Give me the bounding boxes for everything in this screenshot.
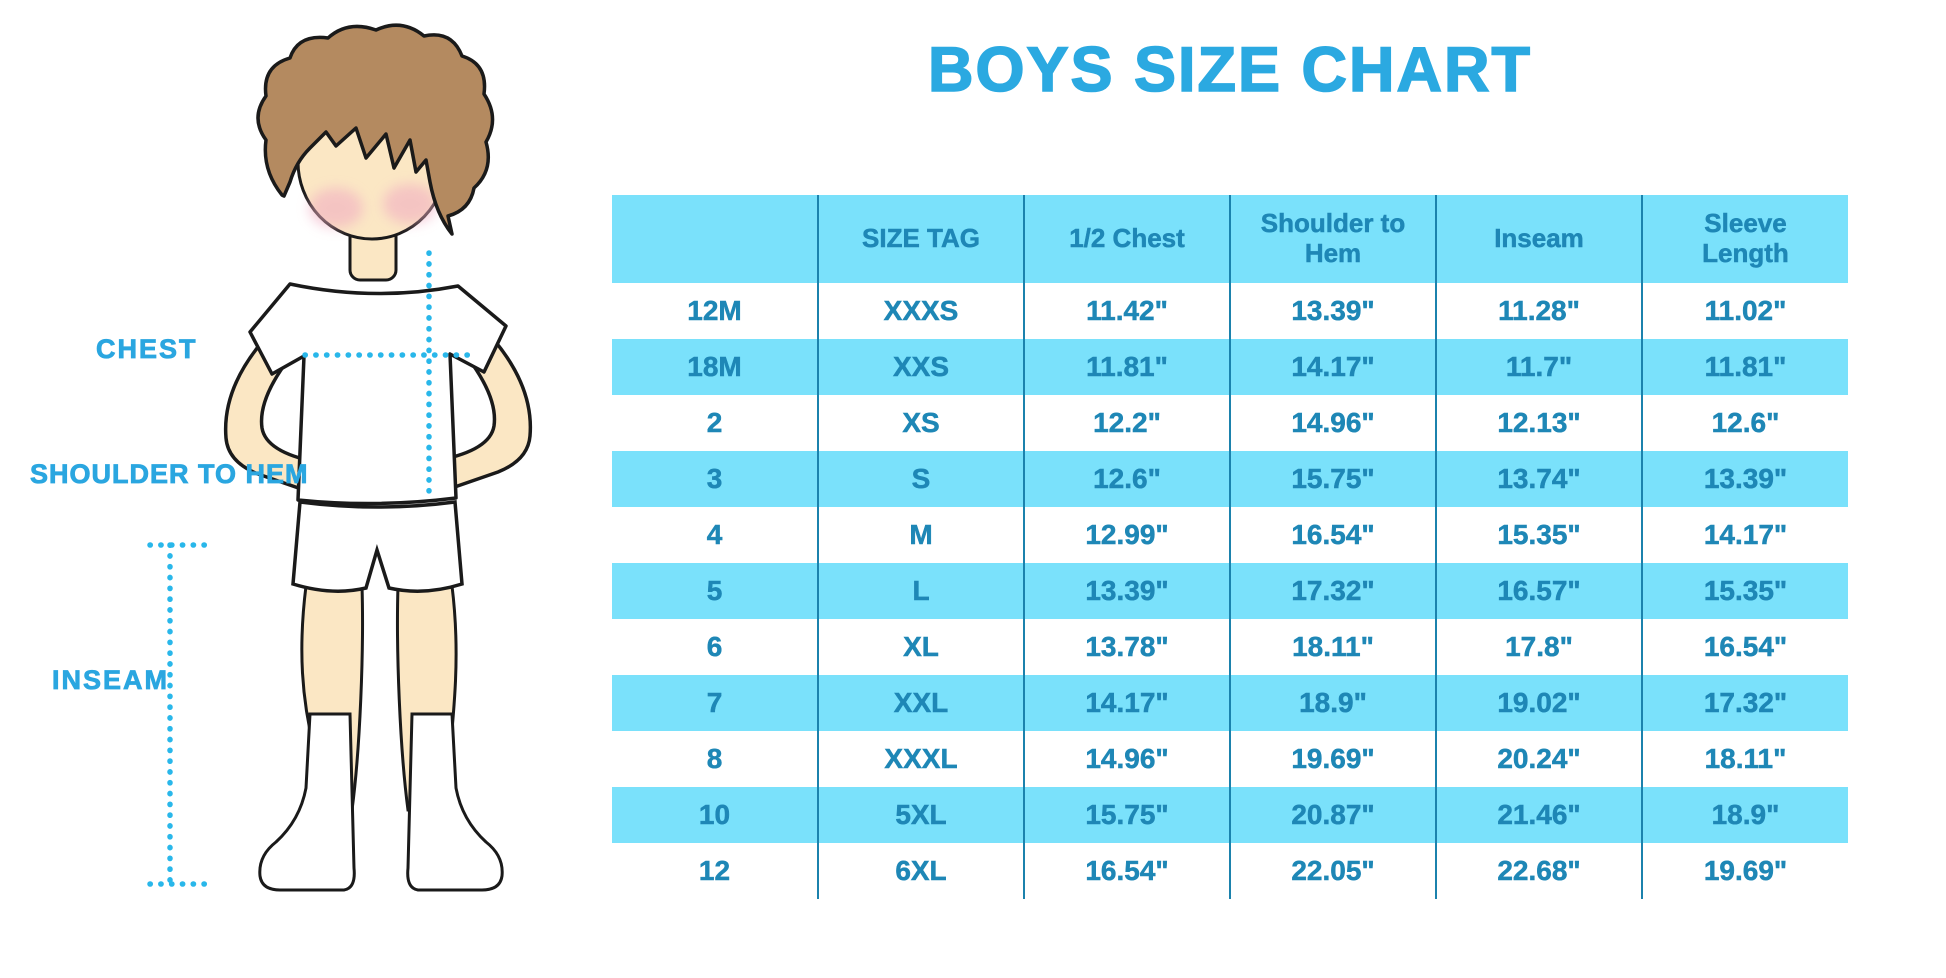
table-cell: XS	[817, 395, 1024, 451]
table-cell: 7	[612, 675, 818, 731]
table-cell: 11.28"	[1435, 283, 1642, 339]
table-cell: 22.68"	[1435, 843, 1642, 899]
page-title: BOYS SIZE CHART	[927, 34, 1533, 106]
table-cell: 17.8"	[1435, 619, 1642, 675]
table-cell: 12.6"	[1023, 451, 1230, 507]
table-cell: 13.74"	[1435, 451, 1642, 507]
table-cell: 18.9"	[1229, 675, 1436, 731]
table-cell: L	[817, 563, 1024, 619]
table-cell: 15.35"	[1641, 563, 1848, 619]
table-cell: 11.02"	[1641, 283, 1848, 339]
table-cell: 15.75"	[1023, 787, 1230, 843]
table-cell: 14.96"	[1229, 395, 1436, 451]
column-header: Inseam	[1435, 195, 1642, 283]
table-cell: 11.42"	[1023, 283, 1230, 339]
right-cheek	[383, 184, 437, 224]
table-cell: 13.39"	[1229, 283, 1436, 339]
table-cell: 16.57"	[1435, 563, 1642, 619]
table-cell: 12.6"	[1641, 395, 1848, 451]
table-cell: 11.81"	[1641, 339, 1848, 395]
table-cell: 19.69"	[1229, 731, 1436, 787]
table-cell: 12.13"	[1435, 395, 1642, 451]
measure-lines	[147, 250, 471, 887]
table-cell: XL	[817, 619, 1024, 675]
table-header-row: SIZE TAG 1/2 Chest Shoulder to Hem Inseam Sl…	[612, 195, 1848, 283]
column-header: Shoulder to Hem	[1229, 195, 1436, 283]
table-cell: 4	[706, 519, 723, 551]
table-row: 4 M 12.99" 16.54" 15.35" 14.17"	[612, 507, 1848, 563]
table-row: 5 L 13.39" 17.32" 16.57" 15.35"	[612, 563, 1848, 619]
table-cell: M	[817, 507, 1024, 563]
left-cheek	[309, 188, 363, 228]
table-row: 12M XXXS 11.42" 13.39" 11.28" 11.02"	[612, 283, 1848, 339]
table-cell: XXS	[817, 339, 1024, 395]
table-cell: 12.99"	[1023, 507, 1230, 563]
table-row: 12 6XL 16.54" 22.05" 22.68" 19.69"	[612, 843, 1848, 899]
shorts	[291, 500, 464, 593]
column-header: Sleeve Length	[1641, 195, 1848, 283]
table-row: 10 5XL 15.75" 20.87" 21.46" 18.9"	[612, 787, 1848, 843]
table-cell: XXL	[817, 675, 1024, 731]
hair	[256, 23, 495, 236]
table-row: 8 XXXL 14.96" 19.69" 20.24" 18.11"	[612, 731, 1848, 787]
table-cell: XXXS	[817, 283, 1024, 339]
table-cell: S	[817, 451, 1024, 507]
table-cell: 15.35"	[1435, 507, 1642, 563]
table-cell: 15.75"	[1229, 451, 1436, 507]
inseam-label: INSEAM	[52, 665, 170, 696]
table-row: 7 XXL 14.17" 18.9" 19.02" 17.32"	[612, 675, 1848, 731]
table-cell: 8	[706, 743, 723, 775]
table-cell: 14.17"	[1229, 339, 1436, 395]
table-cell: 3	[612, 451, 818, 507]
table-cell: 16.54"	[1641, 619, 1848, 675]
boy-figure-svg	[147, 23, 533, 892]
chest-label: CHEST	[96, 334, 198, 365]
table-cell: 13.39"	[1023, 563, 1230, 619]
table-cell: 17.32"	[1641, 675, 1848, 731]
table-cell: 10	[612, 787, 818, 843]
table-cell: 22.05"	[1229, 843, 1436, 899]
table-cell: 12	[698, 855, 731, 887]
table-cell: 18.11"	[1641, 731, 1848, 787]
table-cell: 6	[706, 631, 723, 663]
table-row: 6 XL 13.78" 18.11" 17.8" 16.54"	[612, 619, 1848, 675]
table-cell: 18.11"	[1229, 619, 1436, 675]
table-cell: 14.17"	[1023, 675, 1230, 731]
table-cell: 11.7"	[1435, 339, 1642, 395]
table-cell: 12M	[687, 295, 742, 327]
table-row: 3 S 12.6" 15.75" 13.74" 13.39"	[612, 451, 1848, 507]
column-header: 1/2 Chest	[1023, 195, 1230, 283]
table-cell: 14.96"	[1023, 731, 1230, 787]
tshirt	[248, 282, 508, 506]
table-cell: 18.9"	[1641, 787, 1848, 843]
size-table: SIZE TAG 1/2 Chest Shoulder to Hem Inseam Sl…	[612, 195, 1848, 899]
table-cell: 2	[706, 407, 723, 439]
table-cell: 19.02"	[1435, 675, 1642, 731]
table-cell: 19.69"	[1641, 843, 1848, 899]
table-cell: 5	[612, 563, 818, 619]
left-sock	[258, 712, 356, 892]
table-cell: 5XL	[817, 787, 1024, 843]
column-header: SIZE TAG	[817, 195, 1024, 283]
table-cell: 11.81"	[1023, 339, 1230, 395]
right-sock	[406, 712, 504, 892]
table-cell: 16.54"	[1229, 507, 1436, 563]
table-cell: 16.54"	[1023, 843, 1230, 899]
table-row: 18M XXS 11.81" 14.17" 11.7" 11.81"	[612, 339, 1848, 395]
table-cell: 18M	[612, 339, 818, 395]
column-header	[612, 195, 818, 283]
table-cell: XXXL	[817, 731, 1024, 787]
table-cell: 13.39"	[1641, 451, 1848, 507]
table-cell: 17.32"	[1229, 563, 1436, 619]
table-cell: 13.78"	[1023, 619, 1230, 675]
table-cell: 14.17"	[1641, 507, 1848, 563]
table-row: 2 XS 12.2" 14.96" 12.13" 12.6"	[612, 395, 1848, 451]
boy-illustration	[0, 0, 560, 973]
table-cell: 20.24"	[1435, 731, 1642, 787]
table-cell: 12.2"	[1023, 395, 1230, 451]
table-cell: 6XL	[817, 843, 1024, 899]
table-cell: 20.87"	[1229, 787, 1436, 843]
table-cell: 21.46"	[1435, 787, 1642, 843]
shoulder-to-hem-label: SHOULDER TO HEM	[30, 459, 309, 490]
